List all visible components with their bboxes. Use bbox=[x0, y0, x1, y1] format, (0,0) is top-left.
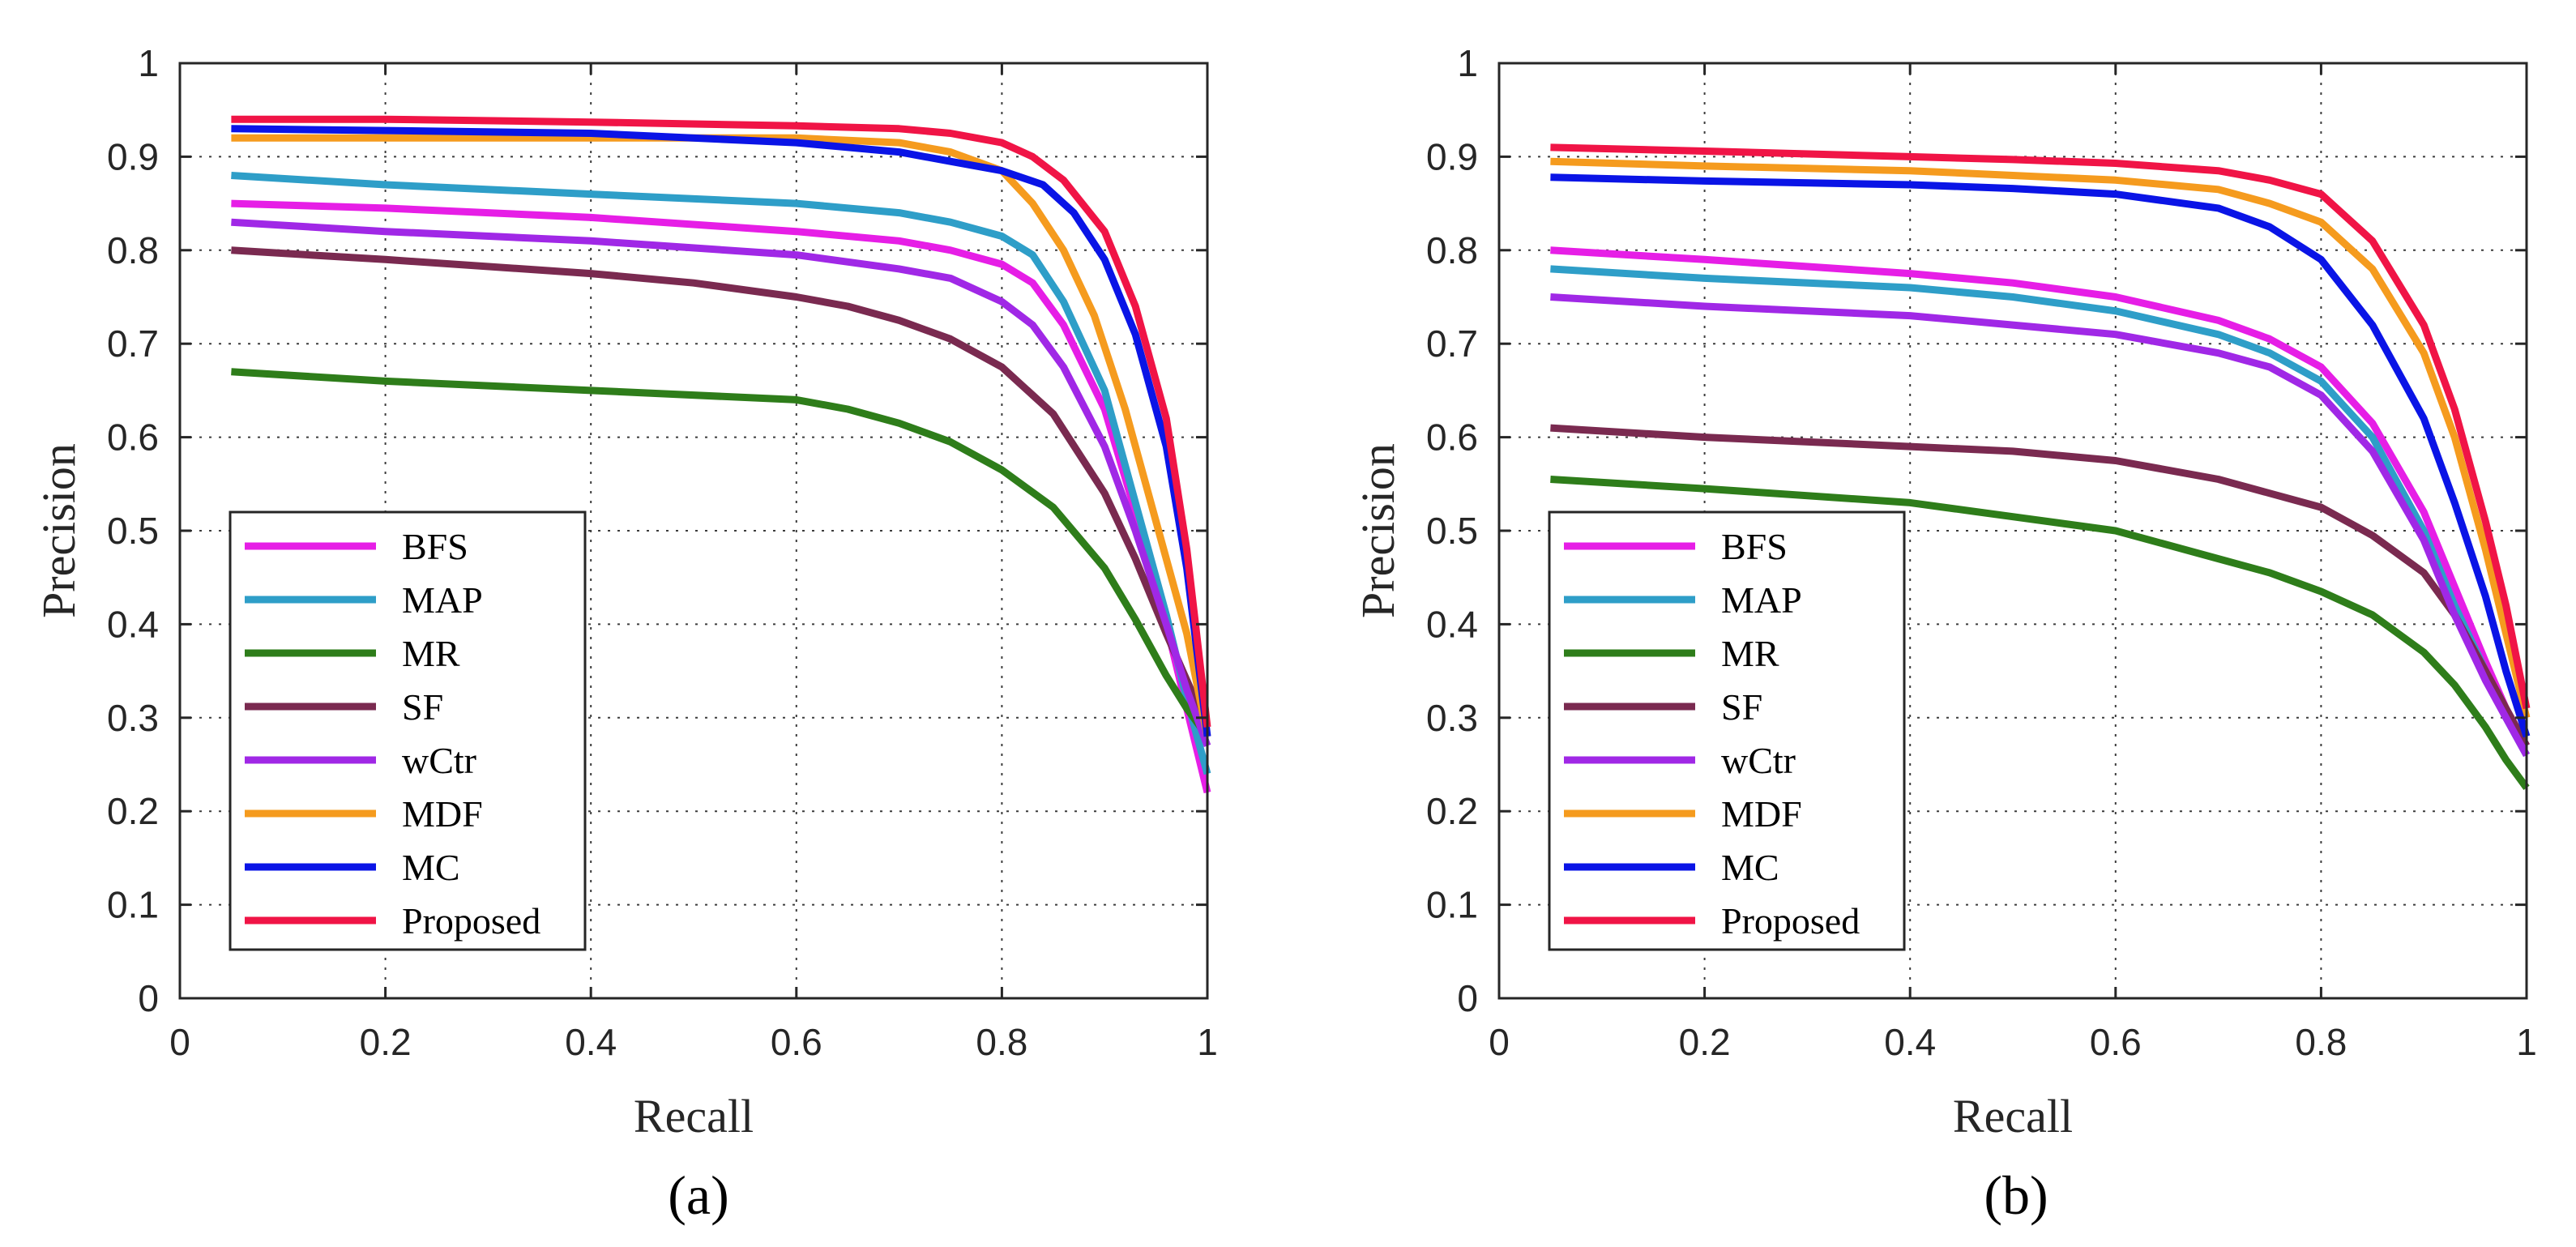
chart-1-x-tick-label: 0.2 bbox=[1679, 1021, 1731, 1063]
chart-1-legend-label-mc: MC bbox=[1721, 847, 1779, 888]
chart-0-x-tick-label: 0.4 bbox=[565, 1021, 617, 1063]
chart-0-y-tick-label: 1 bbox=[138, 42, 159, 84]
chart-0-y-tick-label: 0.1 bbox=[107, 884, 159, 926]
chart-1-legend: BFS MAP MR SF wCtr MDF MC Proposed bbox=[1548, 510, 1906, 951]
chart-1-y-tick-label: 0.4 bbox=[1426, 603, 1478, 645]
chart-1-series-line-mdf bbox=[1550, 157, 2531, 719]
chart-1-caption: (b) bbox=[1984, 1164, 2048, 1226]
chart-1-y-tick-label: 0 bbox=[1457, 977, 1478, 1019]
chart-0-y-tick-label: 0.4 bbox=[107, 603, 159, 645]
chart-1-y-tick-label: 0.8 bbox=[1426, 229, 1478, 271]
chart-0-y-tick-label: 0.8 bbox=[107, 229, 159, 271]
chart-1-legend-label-proposed: Proposed bbox=[1721, 900, 1860, 942]
chart-0-legend-label-mr: MR bbox=[402, 633, 460, 674]
chart-0-legend-label-sf: SF bbox=[402, 686, 443, 728]
chart-1-legend-label-sf: SF bbox=[1721, 686, 1762, 728]
chart-0-legend-label-proposed: Proposed bbox=[402, 900, 540, 942]
chart-1-y-tick-label: 0.2 bbox=[1426, 790, 1478, 832]
chart-1-x-tick-label: 0.6 bbox=[2090, 1021, 2142, 1063]
chart-0-x-tick-label: 0.6 bbox=[771, 1021, 822, 1063]
chart-panel-a: 0 0.2 0.4 0.6 0.8 1 0 0.1 0.2 0.3 0.4 0.5 0.6 0.7 0.8 0… bbox=[32, 42, 1218, 1226]
chart-1-series-line-proposed bbox=[1550, 143, 2531, 710]
chart-panel-b: 0 0.2 0.4 0.6 0.8 1 0 0.1 0.2 0.3 0.4 0.5 0.6 0.7 0.8 0… bbox=[1352, 42, 2537, 1226]
chart-1-y-tick-label: 0.5 bbox=[1426, 510, 1478, 552]
chart-0-legend-label-map: MAP bbox=[402, 579, 483, 621]
chart-1-x-tick-label: 0.8 bbox=[2295, 1021, 2347, 1063]
chart-1-y-tick-label: 1 bbox=[1457, 42, 1478, 84]
chart-1-y-tick-label: 0.6 bbox=[1426, 416, 1478, 459]
chart-0-y-tick-label: 0.7 bbox=[107, 322, 159, 365]
chart-0-caption: (a) bbox=[668, 1164, 728, 1226]
chart-0-series-line-sf bbox=[231, 246, 1211, 729]
chart-1-x-axis-label: Recall bbox=[1953, 1090, 2073, 1142]
chart-1-series-line-bfs bbox=[1550, 246, 2530, 748]
chart-0-x-tick-label: 1 bbox=[1197, 1021, 1218, 1063]
chart-1-series-line-wctr bbox=[1550, 293, 2530, 758]
chart-0-x-axis-label: Recall bbox=[634, 1090, 754, 1142]
chart-1-legend-label-bfs: BFS bbox=[1721, 526, 1788, 567]
chart-1-y-tick-label: 0.1 bbox=[1426, 884, 1478, 926]
chart-1-legend-label-mdf: MDF bbox=[1721, 793, 1802, 835]
chart-0-series-line-proposed bbox=[231, 115, 1211, 728]
chart-0-y-tick-label: 0.3 bbox=[107, 697, 159, 739]
chart-0-series-line-map bbox=[231, 172, 1211, 775]
chart-1-y-tick-label: 0.3 bbox=[1426, 697, 1478, 739]
chart-0-legend-label-mc: MC bbox=[402, 847, 460, 888]
chart-0-x-tick-label: 0.8 bbox=[976, 1021, 1027, 1063]
chart-1-legend-label-map: MAP bbox=[1721, 579, 1802, 621]
chart-1-x-tick-label: 1 bbox=[2516, 1021, 2537, 1063]
chart-0-y-tick-label: 0.5 bbox=[107, 510, 159, 552]
chart-0-series-line-mr bbox=[231, 368, 1211, 739]
chart-0-y-tick-label: 0.2 bbox=[107, 790, 159, 832]
chart-0-y-tick-label: 0.9 bbox=[107, 135, 159, 177]
chart-0-x-tick-label: 0 bbox=[169, 1021, 190, 1063]
chart-1-y-tick-label: 0.9 bbox=[1426, 135, 1478, 177]
chart-1-series-line-mr bbox=[1550, 476, 2530, 790]
chart-0-legend-label-mdf: MDF bbox=[402, 793, 483, 835]
chart-1-x-tick-label: 0.4 bbox=[1884, 1021, 1936, 1063]
chart-1-legend-label-wctr: wCtr bbox=[1721, 740, 1796, 781]
chart-1-y-tick-label: 0.7 bbox=[1426, 322, 1478, 365]
chart-1-y-axis-label: Precision bbox=[1352, 443, 1404, 618]
chart-1-legend-box bbox=[1548, 510, 1906, 951]
chart-0-series-line-mc bbox=[231, 125, 1211, 737]
chart-0-x-tick-label: 0.2 bbox=[360, 1021, 412, 1063]
chart-0-legend-box bbox=[229, 510, 587, 951]
chart-1-x-tick-label: 0 bbox=[1489, 1021, 1510, 1063]
chart-0-y-axis-label: Precision bbox=[32, 443, 85, 618]
chart-0-y-tick-label: 0.6 bbox=[107, 416, 159, 459]
chart-0-y-tick-label: 0 bbox=[138, 977, 159, 1019]
chart-0-legend-label-wctr: wCtr bbox=[402, 740, 476, 781]
chart-1-legend-label-mr: MR bbox=[1721, 633, 1779, 674]
chart-0-legend: BFS MAP MR SF wCtr MDF MC Proposed bbox=[229, 510, 587, 951]
chart-0-legend-label-bfs: BFS bbox=[402, 526, 468, 567]
chart-1-series-line-mc bbox=[1550, 173, 2531, 738]
chart-0-series-line-wctr bbox=[231, 218, 1211, 747]
